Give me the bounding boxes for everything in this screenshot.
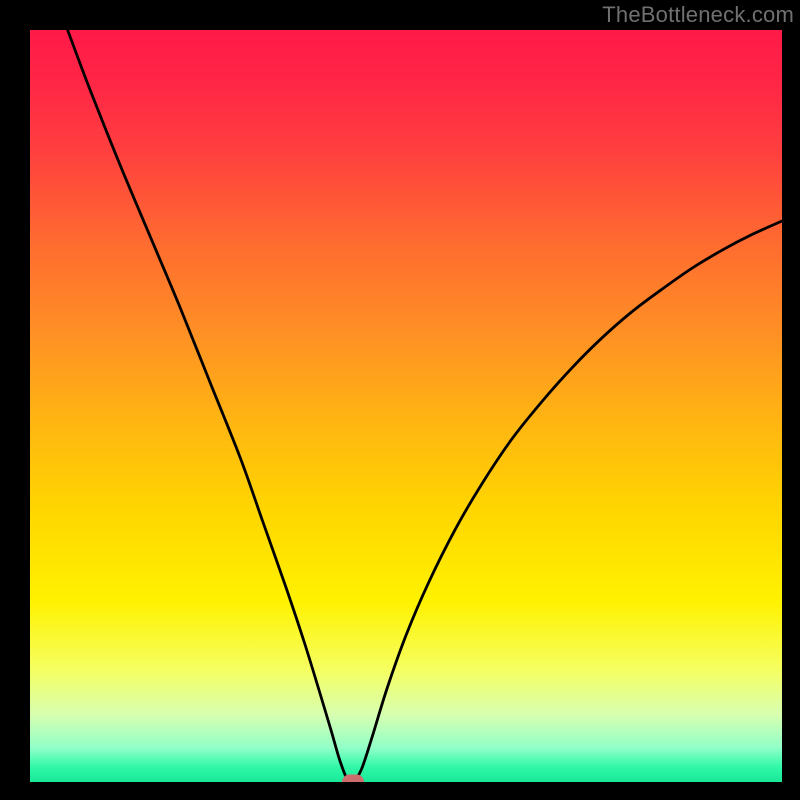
optimal-point-marker: [342, 775, 364, 783]
curve-canvas: [30, 30, 782, 782]
watermark-text: TheBottleneck.com: [602, 2, 794, 28]
plot-area: [30, 30, 782, 782]
bottleneck-curve: [68, 30, 782, 782]
chart-frame: TheBottleneck.com: [0, 0, 800, 800]
